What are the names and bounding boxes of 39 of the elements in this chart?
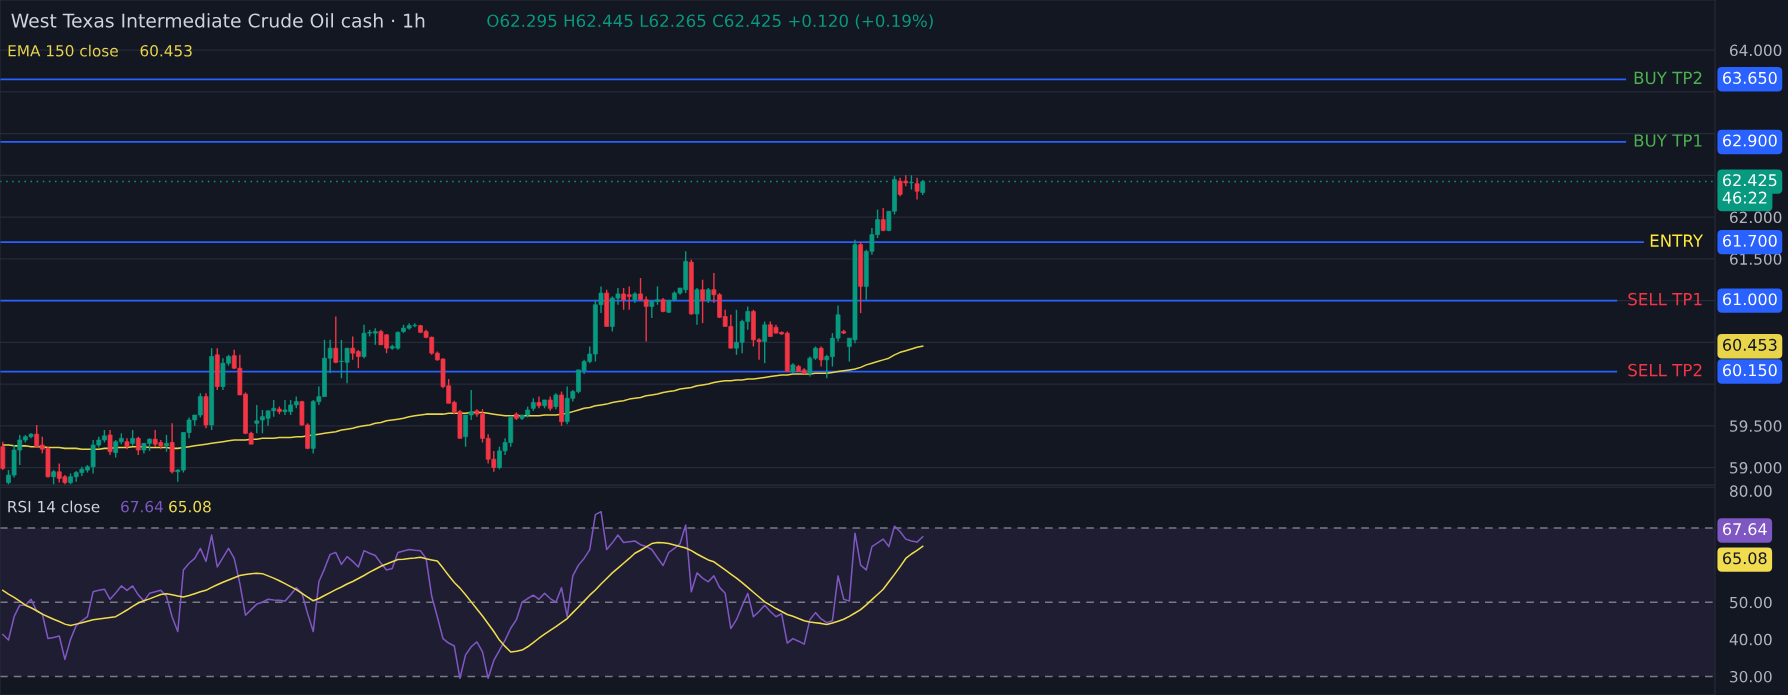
ref-line-label: BUY TP1 — [1634, 134, 1702, 147]
annotation: 67.64 — [121, 500, 163, 513]
text: West Texas Intermediate Crude Oil cash · 1h — [11, 13, 425, 28]
y-tick-label: 50.00 — [1730, 596, 1772, 609]
text: EMA 150 close — [8, 44, 118, 57]
ref-line-label: ENTRY — [1650, 234, 1704, 247]
ref-line-label: SELL TP1 — [1628, 292, 1702, 306]
text: 61.000 — [1723, 293, 1777, 306]
line-series — [2, 541, 924, 653]
text: 60.453 — [1723, 338, 1777, 351]
ref-line-label: SELL TP2 — [1628, 363, 1702, 377]
text: 65.08 — [1723, 552, 1767, 565]
candlestick — [818, 345, 824, 368]
text: 61.700 — [1723, 234, 1777, 247]
y-tick-label: 64.000 — [1730, 44, 1782, 57]
candlestick — [135, 435, 141, 456]
annotation: O62.295 H62.445 L62.265 C62.425 +0.120 (+0.19%) — [487, 14, 933, 30]
candlestick — [762, 320, 768, 364]
text: 46:22 — [1722, 191, 1767, 204]
candlestick — [914, 177, 920, 201]
text: 62.900 — [1723, 134, 1777, 147]
y-tick-label: 30.00 — [1730, 670, 1772, 683]
y-tick-label: 59.500 — [1730, 420, 1782, 432]
candlestick — [0, 440, 6, 471]
text: 63.650 — [1723, 71, 1777, 84]
candlestick — [333, 315, 339, 364]
annotation: 60.453 — [140, 45, 192, 57]
annotation: 65.08 — [169, 500, 211, 513]
text: 60.150 — [1723, 364, 1777, 377]
text: 67.64 — [1723, 523, 1767, 536]
text: RSI 14 close — [8, 500, 100, 513]
y-tick-label: 40.00 — [1729, 633, 1772, 646]
candlestick — [107, 429, 113, 456]
text: 62.425 — [1723, 174, 1777, 187]
ref-line-label: BUY TP2 — [1634, 71, 1702, 85]
y-tick-label: 62.000 — [1730, 211, 1782, 224]
y-tick-label: 80.00 — [1729, 485, 1772, 497]
y-tick-label: 59.000 — [1730, 462, 1782, 474]
candlestick — [700, 279, 705, 324]
